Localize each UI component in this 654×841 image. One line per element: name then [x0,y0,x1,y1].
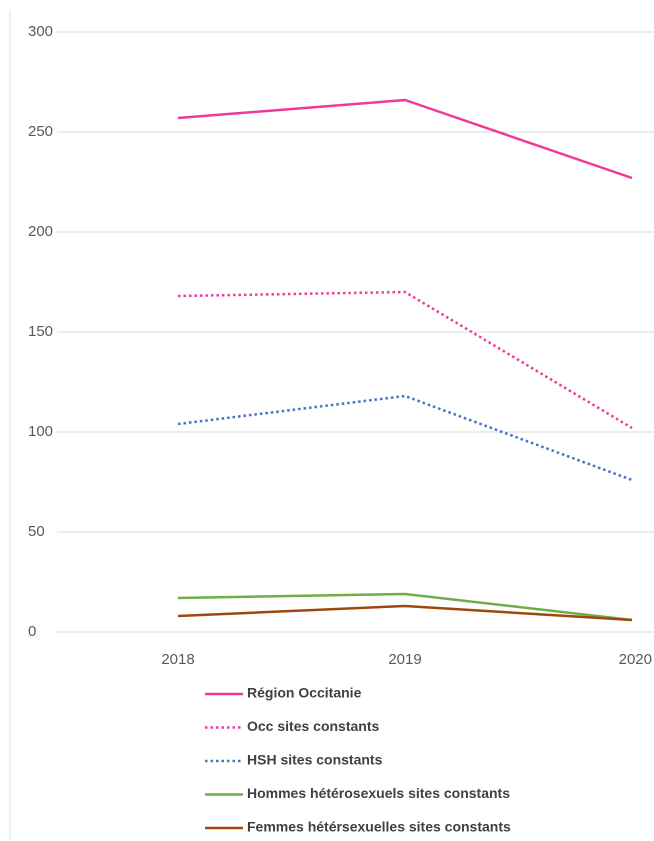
y-tick-label: 0 [28,623,36,640]
x-tick-label: 2019 [388,651,421,668]
x-tick-label: 2018 [161,651,194,668]
series-line [177,98,633,180]
y-tick-label: 100 [28,423,53,440]
y-tick-label: 150 [28,323,53,340]
y-tick-label: 200 [28,223,53,240]
x-tick-label: 2020 [619,651,652,668]
legend-text: Région Occitanie [247,685,362,701]
series-line [177,604,633,622]
series-line [177,592,633,622]
series-line [177,394,633,482]
y-tick-label: 300 [28,23,53,40]
legend-text: Femmes hétérsexuelles sites constants [247,819,511,835]
legend-text: Hommes hétérosexuels sites constants [247,785,510,801]
y-tick-label: 50 [28,523,45,540]
y-tick-label: 250 [28,123,53,140]
legend-text: HSH sites constants [247,752,383,768]
legend-text: Occ sites constants [247,718,379,734]
series-line [177,290,633,430]
